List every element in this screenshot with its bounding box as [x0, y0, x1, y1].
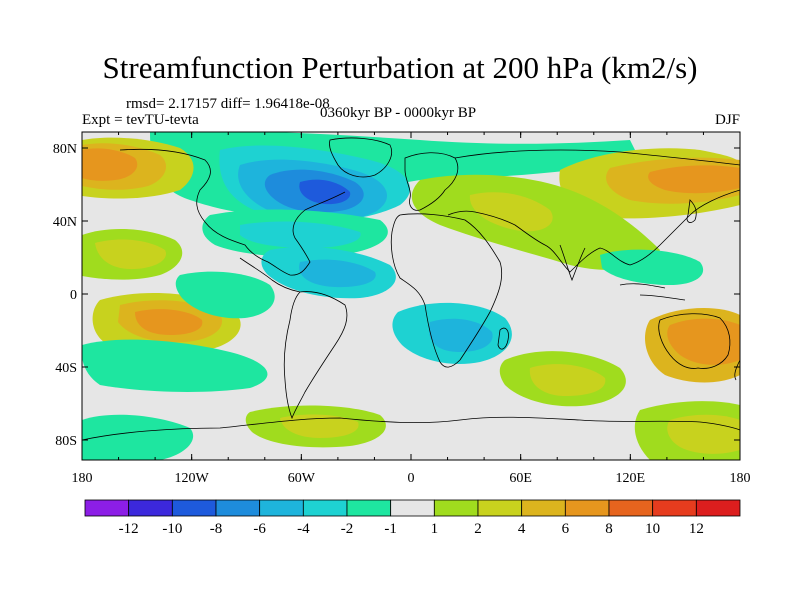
colorbar-label: -4 — [297, 521, 310, 537]
colorbar-label: -1 — [384, 521, 397, 537]
europe-coast — [404, 152, 459, 211]
period-label: 0360kyr BP - 0000kyr BP — [320, 105, 477, 121]
colorbar-swatch — [215, 499, 261, 517]
colorbar-label: 12 — [689, 521, 704, 537]
rmsd-stats: rmsd= 2.17157 diff= 1.96418e-08 — [126, 96, 330, 112]
colorbar-swatch — [259, 499, 304, 517]
australia-high-core — [667, 318, 740, 365]
colorbar-label: -12 — [119, 521, 139, 537]
lon-tick-label: 180 — [730, 471, 751, 486]
colorbar-label: -8 — [210, 521, 223, 537]
us-atlantic-trough-core — [240, 221, 361, 248]
east-pacific-low — [175, 271, 275, 319]
contour-fields — [82, 132, 740, 460]
eurasia-band-core — [469, 192, 553, 232]
colorbar-swatch — [433, 499, 479, 517]
colorbar-swatch — [346, 499, 392, 517]
colorbar-label: -10 — [162, 521, 182, 537]
colorbar-label: -6 — [253, 521, 266, 537]
new-zealand-coast — [734, 359, 740, 381]
north-atlantic-low-center — [299, 179, 351, 205]
colorbar-swatch — [652, 499, 697, 517]
colorbar-label: -2 — [341, 521, 354, 537]
japan-coast — [686, 199, 697, 223]
colorbar-label: 1 — [431, 521, 439, 537]
north-america-coast — [119, 148, 346, 276]
madagascar-coast — [497, 327, 509, 350]
india-coast — [559, 244, 586, 282]
lat-tick-label: 80N — [53, 142, 77, 157]
lon-tick-label: 60E — [509, 471, 532, 486]
colorbar-label: 6 — [562, 521, 570, 537]
indonesia-coast — [619, 283, 686, 301]
lat-tick-label: 0 — [70, 288, 77, 303]
south-africa-low-core — [429, 318, 493, 352]
antarctic-warm-west-core — [280, 414, 359, 438]
tropical-atlantic-low-core — [299, 259, 376, 288]
lat-tick-label: 40N — [53, 215, 77, 230]
colorbar-swatch — [171, 499, 217, 517]
colorbar-label: 10 — [645, 521, 660, 537]
antarctica-coast — [82, 416, 740, 441]
indian-ocean-high-core — [529, 364, 606, 396]
plot-title: Streamfunction Perturbation at 200 hPa (… — [102, 50, 698, 85]
south-atlantic-trough — [82, 339, 268, 392]
map-area — [82, 132, 740, 460]
lon-tick-label: 120W — [175, 471, 210, 486]
australia-coast — [658, 313, 731, 369]
experiment-label: Expt = tevTU-tevta — [82, 112, 199, 128]
asia-high-core — [648, 165, 740, 194]
colorbar-swatch — [521, 499, 566, 517]
colorbar-swatch — [128, 499, 173, 517]
colorbar-swatch — [695, 499, 741, 517]
north-pacific-high-core — [82, 148, 138, 181]
colorbar-label: 2 — [474, 521, 482, 537]
colorbar-swatch — [564, 499, 610, 517]
colorbar-label: 4 — [518, 521, 526, 537]
colorbar: -12 -10 -8 -6 -4 -2 -1 1 2 4 6 8 10 12 — [84, 499, 741, 537]
colorbar-swatch — [84, 499, 130, 517]
season-label: DJF — [714, 112, 740, 128]
south-america-coast — [283, 291, 348, 420]
pacific-warm-tongue-core — [95, 239, 166, 270]
antarctic-warm-east-core — [667, 414, 740, 454]
colorbar-swatch — [390, 499, 435, 517]
coastlines — [82, 137, 740, 441]
south-pacific-high-core — [135, 309, 203, 335]
lat-tick-label: 80S — [55, 434, 77, 449]
lat-tick-label: 40S — [55, 361, 77, 376]
colorbar-swatch — [302, 499, 348, 517]
africa-coast — [390, 213, 503, 368]
colorbar-label: 8 — [605, 521, 613, 537]
lon-tick-label: 120E — [616, 471, 646, 486]
colorbar-swatch — [477, 499, 523, 517]
tropical-pacific-west-low — [600, 249, 704, 285]
lon-tick-label: 180 — [72, 471, 93, 486]
lon-tick-label: 60W — [288, 471, 316, 486]
map-axes: 80N 40N 0 40S 80S 180 120W 60W 0 60E 120E 180 — [53, 132, 751, 486]
colorbar-swatch — [608, 499, 654, 517]
central-america-coast — [239, 257, 301, 293]
greenland-coast — [329, 137, 392, 178]
antarctic-cyan — [82, 414, 194, 460]
asia-coast — [447, 149, 740, 273]
lon-tick-label: 0 — [408, 471, 415, 486]
